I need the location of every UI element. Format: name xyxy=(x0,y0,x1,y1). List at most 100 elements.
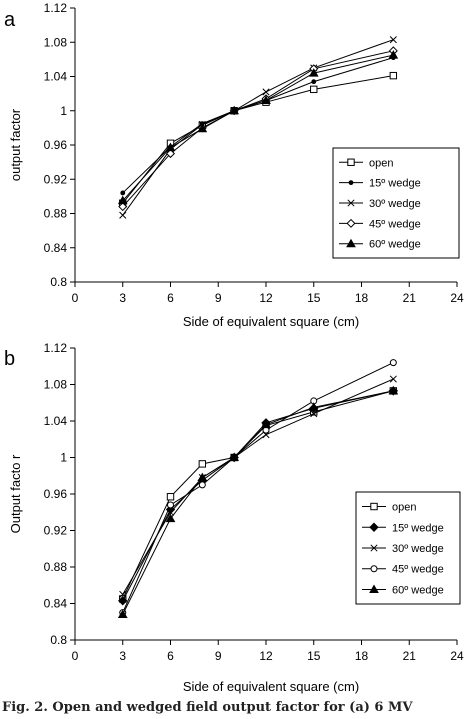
panel-a-xtick-label: 12 xyxy=(259,291,273,305)
panel-b-series-1-point xyxy=(198,460,207,468)
panel-b-series-3-point xyxy=(310,410,318,418)
panel-b-ytick-label: 1.12 xyxy=(44,341,68,355)
panel-a-y-axis-label: output factor xyxy=(8,108,23,181)
panel-b-ytick-label: 0.88 xyxy=(44,560,68,574)
panel-b-y-axis-label: Output facto r xyxy=(8,454,23,533)
panel-b-series-3-point-b xyxy=(389,375,397,383)
panel-b-series-5-point xyxy=(197,472,208,482)
panel-a-legend-marker xyxy=(348,180,354,186)
panel-b-series-3-point xyxy=(119,590,127,598)
panel-a-xtick-label: 15 xyxy=(307,291,321,305)
panel-b-xtick-label: 21 xyxy=(403,649,417,663)
panel-b-series-4-point xyxy=(198,481,206,489)
panel-a-ytick-label: 0.96 xyxy=(44,138,68,152)
panel-a-series-3-point xyxy=(262,88,270,96)
panel-b-legend-label: open xyxy=(392,502,416,514)
panel-b-xtick-label: 6 xyxy=(167,649,174,663)
panel-b-legend-marker xyxy=(369,522,379,532)
panel-a-ytick-label: 1.04 xyxy=(44,70,68,84)
panel-b-series-5-point xyxy=(261,419,271,429)
panel-b-xtick-label: 3 xyxy=(119,649,126,663)
panel-a-series-3-point xyxy=(119,211,127,219)
panel-a-letter: a xyxy=(4,9,16,31)
panel-a-xtick-label: 6 xyxy=(167,291,174,305)
panel-a-xtick-label: 21 xyxy=(403,291,417,305)
panel-a-series-5-point xyxy=(261,95,271,104)
panel-b-series-line-1 xyxy=(122,390,394,600)
panel-b-x-axis-label: Side of equivalent square (cm) xyxy=(183,679,359,694)
panel-a-ytick-label: 1.12 xyxy=(44,1,68,15)
panel-a-series-2-point xyxy=(311,79,317,85)
panel-b-legend-label: 45º wedge xyxy=(392,564,444,576)
panel-a-ytick-label: 0.92 xyxy=(44,172,68,186)
panel-a-ytick-label: 0.88 xyxy=(44,207,68,221)
panel-b-legend-marker xyxy=(370,544,378,552)
panel-b-series-4-point xyxy=(167,501,174,509)
panel-a-series-4-point xyxy=(118,202,128,212)
panel-b-xtick-label: 24 xyxy=(450,649,464,663)
panel-b-series-5-point xyxy=(117,609,128,618)
panel-a-ytick-label: 0.8 xyxy=(50,275,67,289)
panel-a-legend-label: 30º wedge xyxy=(369,198,421,210)
panel-b-letter: b xyxy=(4,348,15,370)
panel-a-xtick-label: 18 xyxy=(355,291,369,305)
panel-a-series-5-point xyxy=(388,50,399,59)
panel-b-ytick-label: 0.84 xyxy=(44,597,68,611)
panel-b-series-4-point xyxy=(389,359,397,367)
panel-b-ytick-label: 0.96 xyxy=(44,487,68,501)
panel-b-legend-label: 30º wedge xyxy=(392,543,444,555)
panel-b-legend-marker xyxy=(370,565,378,573)
panel-b-series-2-point xyxy=(118,596,128,606)
panel-a-series-3-point-b xyxy=(119,211,127,219)
panel-b-series-3-point-b xyxy=(310,410,318,418)
panel-a-legend-label: 15º wedge xyxy=(369,178,421,190)
panel-b-ytick-label: 1.08 xyxy=(44,378,68,392)
panel-b-xtick-label: 15 xyxy=(307,649,321,663)
panel-a-legend-label: 45º wedge xyxy=(369,218,421,230)
figure-caption: Fig. 2. Open and wedged field output fac… xyxy=(2,700,413,715)
panel-b-series-5-point xyxy=(229,452,240,461)
panel-b-series-3-point-b xyxy=(166,508,175,516)
panel-b-series-3-point-b xyxy=(119,590,127,598)
panel-a-legend-label: open xyxy=(369,157,393,169)
panel-b-ytick-label: 1.04 xyxy=(44,414,68,428)
panel-a-ytick-label: 1.08 xyxy=(44,35,68,49)
panel-a-xtick-label: 24 xyxy=(450,291,464,305)
panel-b-series-5-point xyxy=(388,385,399,395)
panel-a-xtick-label: 3 xyxy=(119,291,126,305)
panel-a-series-5-point xyxy=(165,142,176,152)
panel-b-series-line-3 xyxy=(122,378,394,595)
panel-a-legend-marker-b xyxy=(347,199,355,207)
panel-a-series-1-point xyxy=(310,85,318,94)
panel-a-series-2-point xyxy=(120,190,126,196)
panel-a-x-axis-label: Side of equivalent square (cm) xyxy=(183,314,359,329)
panel-a-series-5-point xyxy=(229,105,240,115)
panel-a-ytick-label: 1 xyxy=(60,104,67,118)
panel-a-series-5-point xyxy=(117,195,128,205)
panel-a-legend-marker xyxy=(346,218,356,228)
panel-a-series-3-point xyxy=(389,36,397,44)
panel-b-series-5-point xyxy=(165,513,176,523)
panel-a-series-3-point-b xyxy=(389,36,397,44)
panel-b-series-3-point xyxy=(389,375,397,383)
panel-b-ytick-label: 0.8 xyxy=(50,633,67,647)
panel-b-xtick-label: 0 xyxy=(72,649,79,663)
panel-b-legend-marker-b xyxy=(370,544,378,552)
panel-a-legend-marker xyxy=(347,158,355,166)
panel-a-xtick-label: 9 xyxy=(215,291,222,305)
panel-b-xtick-label: 9 xyxy=(215,649,222,663)
panel-a-legend-marker xyxy=(347,199,355,207)
panel-a-series-3-point-b xyxy=(262,88,270,96)
panel-a-series-1-point xyxy=(389,71,398,80)
panel-a-xtick-label: 0 xyxy=(72,291,79,305)
panel-a-legend-label: 60º wedge xyxy=(369,239,421,251)
panel-b-legend-label: 15º wedge xyxy=(392,522,444,534)
panel-b-series-5-point xyxy=(308,402,319,411)
panel-a-series-4-point xyxy=(165,149,176,159)
panel-b-xtick-label: 18 xyxy=(355,649,369,663)
panel-b-xtick-label: 12 xyxy=(259,649,273,663)
panel-b-legend-marker xyxy=(369,584,379,593)
panel-b-legend-label: 60º wedge xyxy=(392,584,444,596)
panel-b-legend-marker xyxy=(370,502,378,511)
